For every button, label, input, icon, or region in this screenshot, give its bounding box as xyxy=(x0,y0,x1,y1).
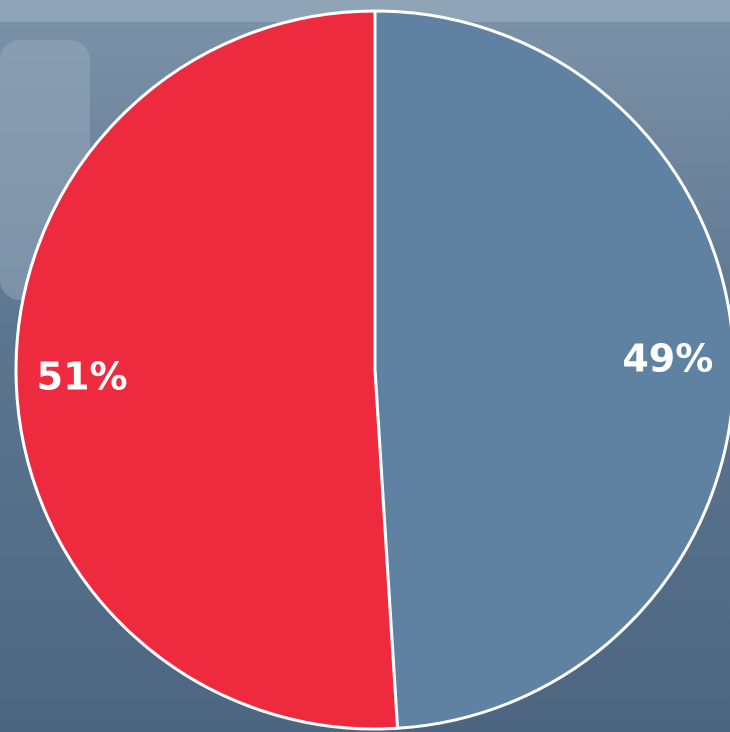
pie xyxy=(14,9,730,731)
pie-slice xyxy=(373,9,730,730)
data-label: 51% xyxy=(37,355,128,399)
pie-slice xyxy=(14,9,400,731)
data-label: 49% xyxy=(622,336,713,380)
labels: 49% 51% xyxy=(37,336,714,398)
